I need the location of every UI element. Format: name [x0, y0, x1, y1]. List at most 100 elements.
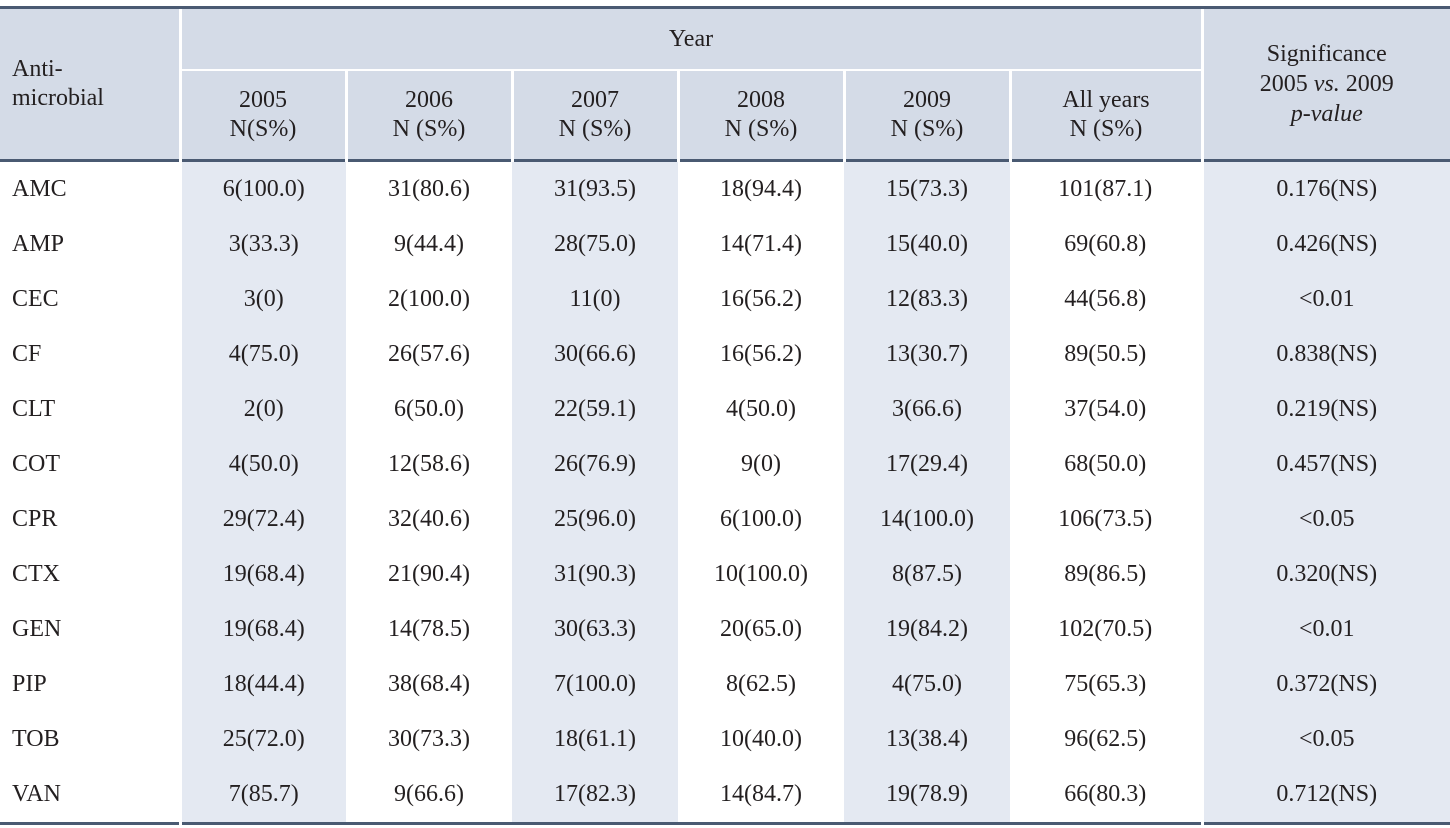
cell-p-value: 0.426(NS) — [1200, 217, 1450, 272]
cell-2008: 20(65.0) — [720, 616, 802, 642]
cell-2008: 4(50.0) — [726, 396, 796, 422]
cell-all-years: 75(65.3) — [1064, 671, 1147, 697]
column-sub: N (S%) — [890, 116, 964, 142]
cell-2008: 18(94.4) — [720, 176, 802, 202]
table-row: VAN 7(85.7) 9(66.6) 17(82.3) 14(84.7) 19(78.9… — [0, 767, 1450, 824]
cell-p-value: 0.838(NS) — [1200, 327, 1450, 382]
cell-all-years: 106(73.5) — [1058, 506, 1153, 532]
cell-2005: 19(68.4) — [178, 602, 346, 657]
table-row: AMC 6(100.0) 31(80.6) 31(93.5) 18(94.4) 15(73… — [0, 160, 1450, 217]
table-row: CTX 19(68.4) 21(90.4) 31(90.3) 10(100.0) 8(87… — [0, 547, 1450, 602]
cell-2008: 6(100.0) — [720, 506, 802, 532]
cell-2008: 14(84.7) — [720, 781, 802, 807]
cell-p-value: 0.176(NS) — [1200, 160, 1450, 217]
year-group-header: Year — [178, 7, 1204, 71]
cell-p-value: 0.457(NS) — [1200, 437, 1450, 492]
table-body: AMC 6(100.0) 31(80.6) 31(93.5) 18(94.4) 15(73… — [0, 160, 1450, 824]
cell-2006: 26(57.6) — [388, 341, 470, 367]
cell-2008: 8(62.5) — [726, 671, 796, 697]
cell-2007: 26(76.9) — [512, 437, 678, 492]
cell-2006: 2(100.0) — [388, 286, 470, 312]
cell-2007: 31(93.5) — [512, 160, 678, 217]
cell-all-years: 89(86.5) — [1064, 561, 1147, 587]
significance-year-end: 2009 — [1339, 71, 1394, 97]
cell-all-years: 68(50.0) — [1064, 451, 1147, 477]
drug-cell: VAN — [12, 781, 61, 807]
column-header-2009: 2009 N (S%) — [842, 70, 1010, 161]
cell-2009: 15(73.3) — [844, 160, 1010, 217]
drug-cell: AMC — [12, 176, 67, 202]
cell-all-years: 101(87.1) — [1058, 176, 1153, 202]
cell-all-years: 44(56.8) — [1064, 286, 1147, 312]
cell-all-years: 69(60.8) — [1064, 231, 1147, 257]
antimicrobial-header-line1: Anti- — [12, 56, 63, 82]
cell-2005: 2(0) — [178, 382, 346, 437]
column-sub: N (S%) — [558, 116, 632, 142]
cell-2007: 17(82.3) — [512, 767, 678, 824]
antimicrobial-header-line2: microbial — [12, 85, 104, 111]
cell-2006: 6(50.0) — [394, 396, 464, 422]
cell-2008: 16(56.2) — [720, 341, 802, 367]
p-value-label: p-value — [1290, 101, 1363, 127]
top-rule — [0, 0, 1450, 9]
table-row: AMP 3(33.3) 9(44.4) 28(75.0) 14(71.4) 15(40.0… — [0, 217, 1450, 272]
cell-2006: 38(68.4) — [388, 671, 470, 697]
cell-2009: 15(40.0) — [844, 217, 1010, 272]
cell-2006: 30(73.3) — [388, 726, 470, 752]
antimicrobial-header: Anti- microbial — [0, 7, 180, 162]
cell-2005: 6(100.0) — [178, 160, 346, 217]
cell-2008: 10(100.0) — [714, 561, 808, 587]
cell-2005: 19(68.4) — [178, 547, 346, 602]
cell-2007: 30(63.3) — [512, 602, 678, 657]
cell-2006: 21(90.4) — [388, 561, 470, 587]
table-row: COT 4(50.0) 12(58.6) 26(76.9) 9(0) 17(29.4) 68… — [0, 437, 1450, 492]
cell-p-value: <0.05 — [1200, 712, 1450, 767]
cell-p-value: <0.05 — [1200, 492, 1450, 547]
cell-2005: 25(72.0) — [178, 712, 346, 767]
cell-p-value: 0.712(NS) — [1200, 767, 1450, 824]
drug-cell: CF — [12, 341, 42, 367]
column-year: 2009 — [903, 87, 951, 113]
cell-2006: 9(44.4) — [394, 231, 464, 257]
cell-2009: 3(66.6) — [844, 382, 1010, 437]
bottom-rule — [0, 822, 1450, 826]
drug-cell: AMP — [12, 231, 65, 257]
cell-2005: 7(85.7) — [178, 767, 346, 824]
table-row: CEC 3(0) 2(100.0) 11(0) 16(56.2) 12(83.3) 44(5… — [0, 272, 1450, 327]
cell-2009: 13(38.4) — [844, 712, 1010, 767]
cell-2008: 14(71.4) — [720, 231, 802, 257]
cell-2006: 32(40.6) — [388, 506, 470, 532]
cell-2005: 18(44.4) — [178, 657, 346, 712]
cell-2005: 4(75.0) — [178, 327, 346, 382]
cell-2008: 16(56.2) — [720, 286, 802, 312]
column-year: 2006 — [405, 87, 453, 113]
cell-2005: 4(50.0) — [178, 437, 346, 492]
column-year: 2007 — [571, 87, 619, 113]
cell-all-years: 66(80.3) — [1064, 781, 1147, 807]
cell-p-value: <0.01 — [1200, 272, 1450, 327]
table-row: CF 4(75.0) 26(57.6) 30(66.6) 16(56.2) 13(30.7… — [0, 327, 1450, 382]
cell-2007: 18(61.1) — [512, 712, 678, 767]
drug-cell: CEC — [12, 286, 59, 312]
cell-p-value: 0.320(NS) — [1200, 547, 1450, 602]
cell-2009: 13(30.7) — [844, 327, 1010, 382]
column-sub: N (S%) — [1069, 116, 1143, 142]
cell-2009: 19(78.9) — [844, 767, 1010, 824]
table-row: TOB 25(72.0) 30(73.3) 18(61.1) 10(40.0) 13(38… — [0, 712, 1450, 767]
cell-2007: 7(100.0) — [512, 657, 678, 712]
drug-cell: PIP — [12, 671, 47, 697]
drug-cell: CPR — [12, 506, 58, 532]
column-sub: N (S%) — [724, 116, 798, 142]
cell-p-value: 0.372(NS) — [1200, 657, 1450, 712]
cell-2007: 28(75.0) — [512, 217, 678, 272]
cell-2009: 14(100.0) — [844, 492, 1010, 547]
cell-p-value: <0.01 — [1200, 602, 1450, 657]
cell-2009: 17(29.4) — [844, 437, 1010, 492]
table-row: CPR 29(72.4) 32(40.6) 25(96.0) 6(100.0) 14(10… — [0, 492, 1450, 547]
column-header-2007: 2007 N (S%) — [510, 70, 678, 161]
cell-all-years: 37(54.0) — [1064, 396, 1147, 422]
cell-2005: 29(72.4) — [178, 492, 346, 547]
column-year: 2005 — [239, 87, 287, 113]
cell-2006: 9(66.6) — [394, 781, 464, 807]
